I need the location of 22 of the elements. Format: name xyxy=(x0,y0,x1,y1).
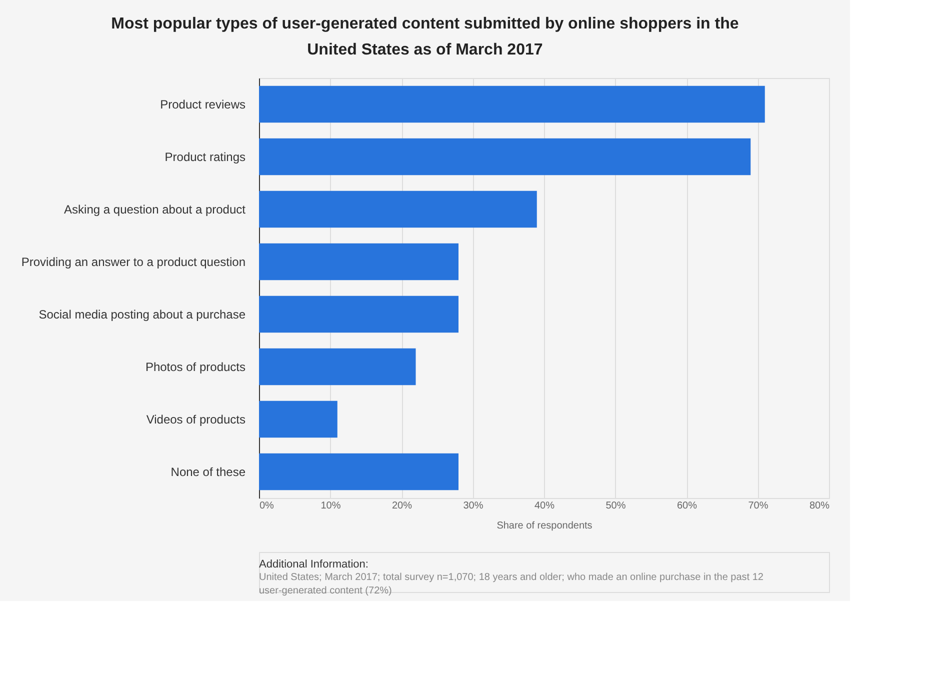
y-tick-label: None of these xyxy=(170,464,246,479)
x-tick-label: 0% xyxy=(260,500,274,512)
y-tick-label: Videos of products xyxy=(146,412,246,426)
y-tick-label: Product ratings xyxy=(164,150,246,164)
x-tick-label: 70% xyxy=(748,500,768,512)
y-tick-label: Photos of products xyxy=(145,360,246,374)
x-tick-label: 10% xyxy=(320,500,341,512)
x-axis-title: Share of respondents xyxy=(496,520,592,532)
y-tick-label: Asking a question about a product xyxy=(64,202,246,216)
text: user-generated content (72%) xyxy=(259,585,392,596)
x-tick-label: 20% xyxy=(392,500,412,512)
x-tick-label: 60% xyxy=(676,500,698,512)
text: United States; March 2017; total survey n=1,070; 18 years and older; who made an online purchase in the past 12 xyxy=(259,572,764,583)
x-tick-label: 30% xyxy=(463,500,484,512)
y-tick-label: Providing an answer to a product question xyxy=(21,254,246,269)
x-tick-label: 80% xyxy=(809,500,830,512)
text: Additional Information: xyxy=(259,558,368,571)
x-tick-label: 40% xyxy=(534,500,555,512)
x-tick-label: 50% xyxy=(606,500,626,512)
y-tick-label: Social media posting about a purchase xyxy=(38,307,246,322)
chart-title: Most popular types of user-generated content submitted by online shoppers in the United States as of March 2017 xyxy=(111,16,739,58)
y-tick-label: Product reviews xyxy=(160,97,246,112)
